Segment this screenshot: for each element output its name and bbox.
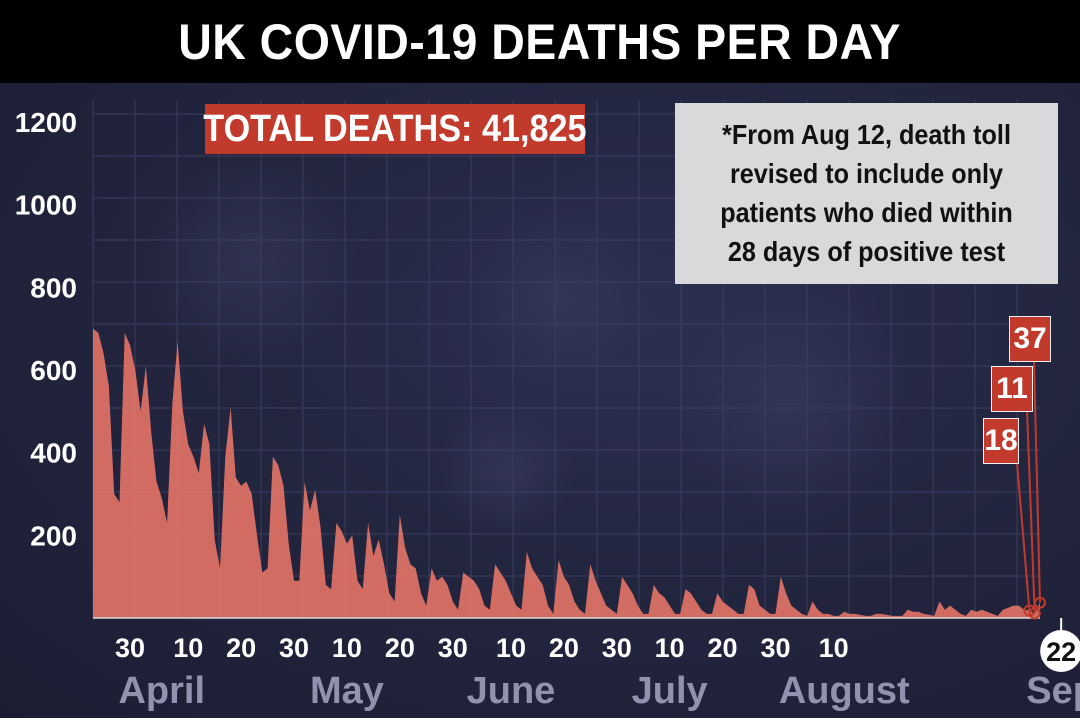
series-area bbox=[93, 328, 1040, 618]
x-tick-label: 10 bbox=[173, 633, 203, 663]
callout-value: 11 bbox=[996, 372, 1028, 405]
y-tick-label: 400 bbox=[30, 438, 77, 469]
x-axis: 30 10 20 30 10 20 30 10 20 30 10 20 30 10 22 bbox=[115, 618, 1080, 672]
month-label: July bbox=[632, 670, 708, 712]
x-tick-label: 10 bbox=[496, 633, 526, 663]
y-tick-label: 800 bbox=[30, 272, 77, 303]
callout-value: 37 bbox=[1013, 322, 1047, 355]
area-layer bbox=[93, 328, 1040, 619]
x-tick-label: 30 bbox=[760, 633, 790, 663]
callout-leader-line bbox=[1026, 409, 1036, 614]
y-axis: 200 400 600 800 1000 1200 bbox=[15, 107, 77, 551]
x-tick-label: 30 bbox=[279, 633, 309, 663]
callout-37: 37 bbox=[1009, 316, 1051, 362]
month-label: June bbox=[467, 670, 556, 712]
x-tick-label: 20 bbox=[708, 633, 738, 663]
x-tick-label: 20 bbox=[226, 633, 256, 663]
data-point-marker bbox=[1028, 607, 1041, 620]
x-tick-label: 20 bbox=[549, 633, 579, 663]
x-tick-label: 20 bbox=[385, 633, 415, 663]
y-tick-label: 600 bbox=[30, 355, 77, 386]
callout-value: 18 bbox=[984, 424, 1018, 457]
revision-note: *From Aug 12, death toll revised to incl… bbox=[675, 103, 1058, 284]
callout-leader-line bbox=[1033, 359, 1041, 603]
data-point-marker bbox=[1034, 596, 1046, 609]
title-bar: UK COVID-19 DEATHS PER DAY bbox=[0, 0, 1080, 83]
note-line: 28 days of positive test bbox=[727, 236, 1006, 267]
highlight-date-circle bbox=[1040, 630, 1080, 672]
month-label: May bbox=[310, 670, 384, 712]
x-tick-label: 30 bbox=[438, 633, 468, 663]
month-labels: April May June July August Sep bbox=[118, 670, 1080, 712]
virus-shape-icon bbox=[140, 150, 360, 370]
y-tick-label: 1200 bbox=[15, 107, 77, 138]
note-line: revised to include only bbox=[729, 158, 1004, 189]
x-tick-label: 10 bbox=[332, 633, 362, 663]
callout-leader-line bbox=[1016, 461, 1031, 611]
background-decoration bbox=[140, 150, 910, 540]
x-tick-label: 30 bbox=[115, 633, 145, 663]
x-tick-label: 22 bbox=[1046, 637, 1076, 667]
callout-11: 11 bbox=[991, 366, 1033, 412]
total-deaths-text: TOTAL DEATHS: 41,825 bbox=[203, 107, 587, 150]
y-tick-label: 1000 bbox=[15, 190, 77, 221]
note-line: patients who died within bbox=[720, 197, 1013, 228]
virus-shape-icon bbox=[435, 400, 575, 540]
month-label: Sep bbox=[1026, 670, 1080, 712]
total-deaths-badge: TOTAL DEATHS: 41,825 bbox=[203, 104, 587, 154]
marker-layer bbox=[1016, 359, 1046, 620]
x-tick-label: 30 bbox=[602, 633, 632, 663]
callout-18: 18 bbox=[983, 418, 1019, 464]
virus-shape-icon bbox=[670, 280, 910, 520]
month-label: August bbox=[779, 670, 910, 712]
chart-title: UK COVID-19 DEATHS PER DAY bbox=[178, 13, 902, 70]
x-tick-label: 10 bbox=[655, 633, 685, 663]
month-label: April bbox=[118, 670, 205, 712]
y-tick-label: 200 bbox=[30, 520, 77, 551]
note-line: *From Aug 12, death toll bbox=[722, 119, 1011, 150]
virus-shape-icon bbox=[470, 210, 650, 390]
x-tick-label: 10 bbox=[819, 633, 849, 663]
